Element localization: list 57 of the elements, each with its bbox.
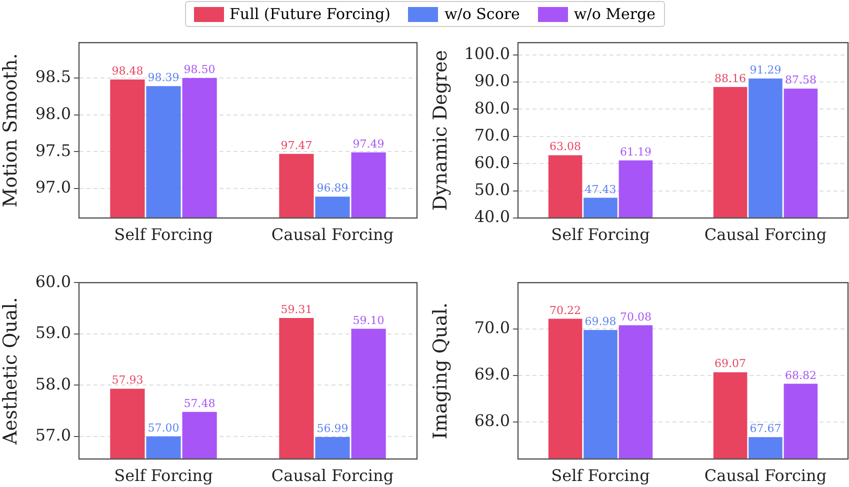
data-label: 69.98 [584, 314, 616, 328]
y-tick-label: 58.0 [35, 374, 71, 394]
y-tick-label: 100.0 [464, 44, 510, 63]
data-label: 56.99 [316, 422, 348, 435]
data-label: 68.82 [784, 368, 816, 382]
data-label: 57.00 [148, 421, 180, 434]
y-tick-label: 57.0 [35, 426, 71, 445]
data-label: 67.67 [750, 422, 782, 436]
y-tick-label: 80.0 [474, 98, 510, 118]
y-tick-label: 70.0 [474, 126, 510, 145]
x-tick-label: Causal Forcing [271, 224, 394, 244]
data-label: 59.31 [280, 302, 312, 316]
legend-label: w/o Merge [574, 5, 656, 23]
data-label: 97.47 [280, 138, 312, 152]
y-tick-label: 98.0 [35, 104, 71, 123]
x-tick-label: Causal Forcing [271, 466, 394, 485]
legend-label: Full (Future Forcing) [230, 5, 390, 23]
x-tick-label: Causal Forcing [704, 466, 827, 485]
data-label: 96.89 [316, 182, 348, 195]
x-tick-label: Self Forcing [551, 466, 650, 485]
y-axis-title: Imaging Qual. [429, 302, 452, 440]
x-tick-label: Self Forcing [551, 224, 650, 244]
x-tick-label: Self Forcing [114, 224, 213, 244]
data-label: 98.50 [184, 62, 216, 76]
data-label: 57.93 [112, 374, 144, 387]
y-tick-label: 70.0 [474, 318, 510, 338]
y-tick-label: 97.0 [35, 178, 71, 197]
y-axis-title: Aesthetic Qual. [0, 297, 22, 446]
data-label: 47.43 [584, 182, 616, 196]
data-label: 63.08 [550, 140, 582, 154]
y-tick-label: 40.0 [474, 207, 510, 226]
data-label: 91.29 [750, 64, 782, 77]
y-axis-title: Motion Smooth. [0, 53, 22, 208]
y-tick-label: 69.0 [474, 364, 510, 384]
y-tick-label: 50.0 [474, 180, 510, 199]
data-label: 57.48 [184, 396, 216, 410]
y-tick-label: 97.5 [35, 140, 71, 160]
x-tick-label: Causal Forcing [704, 224, 827, 244]
data-label: 88.16 [714, 72, 746, 86]
y-tick-label: 60.0 [474, 152, 510, 172]
y-tick-label: 90.0 [474, 71, 510, 90]
y-tick-label: 60.0 [35, 272, 71, 291]
data-label: 98.39 [148, 71, 180, 84]
data-label: 70.22 [550, 304, 582, 317]
data-label: 97.49 [352, 137, 384, 150]
data-label: 87.58 [784, 74, 816, 87]
y-axis-title: Dynamic Degree [429, 50, 452, 211]
x-tick-label: Self Forcing [114, 466, 213, 485]
data-label: 69.07 [714, 357, 746, 370]
y-tick-label: 98.5 [35, 67, 71, 86]
data-label: 98.48 [112, 64, 144, 78]
y-tick-label: 59.0 [35, 323, 71, 342]
y-tick-label: 68.0 [474, 411, 510, 430]
data-label: 61.19 [620, 145, 652, 158]
data-label: 59.10 [352, 314, 384, 327]
data-label: 70.08 [620, 310, 652, 324]
legend-label: w/o Score [444, 5, 520, 23]
